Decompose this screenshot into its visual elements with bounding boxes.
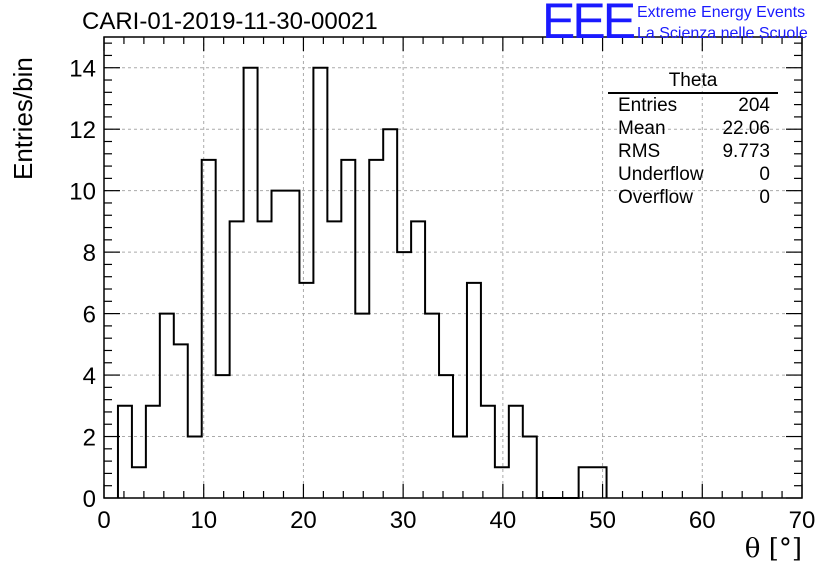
histogram-bin [355,314,369,498]
x-tick-label: 20 [290,507,317,534]
stats-box: Theta Entries 204 Mean 22.06 RMS 9.773 U… [608,70,778,209]
x-tick-label: 60 [689,507,716,534]
histogram-bin [313,68,327,498]
histogram-bin [495,467,509,498]
histogram-bin [272,191,286,498]
histogram-bin [467,283,481,498]
y-axis-label: Entries/bin [8,57,38,180]
stats-value: 9.773 [722,141,770,162]
histogram-bin [481,406,495,498]
stats-value: 0 [759,187,770,208]
stats-row: Underflow 0 [608,163,778,186]
stats-value: 204 [738,95,770,116]
histogram-bin [369,160,383,498]
histogram-bin [174,344,188,498]
y-tick-label: 10 [69,179,96,206]
stats-row: RMS 9.773 [608,140,778,163]
stats-title: Theta [608,70,778,94]
histogram-bin [509,406,523,498]
x-tick-label: 0 [97,507,110,534]
histogram-bin [216,375,230,498]
eee-logo: EEE [542,0,636,49]
histogram-bin [425,314,439,498]
histogram-bin [285,191,299,498]
histogram-bin [299,283,313,498]
stats-value: 22.06 [722,118,770,139]
stats-value: 0 [759,164,770,185]
stats-label: Mean [618,118,666,139]
y-tick-label: 12 [69,117,96,144]
plot-frame [103,36,803,499]
x-axis-label: θ [°] [744,534,802,564]
histogram-bin [160,314,174,498]
logo-subtitle-1: Extreme Energy Events [637,4,806,21]
histogram-bin [523,437,537,498]
x-tick-label: 30 [390,507,417,534]
y-tick-label: 4 [83,363,96,390]
stats-label: RMS [618,141,661,162]
histogram-bin [118,406,132,498]
histogram-outline [116,66,608,499]
histogram-bin [411,221,425,498]
stats-label: Underflow [618,164,704,185]
y-tick-label: 2 [83,425,96,452]
x-tick-label: 70 [789,507,816,534]
x-tick-label: 50 [589,507,616,534]
histogram-bin [146,406,160,498]
y-tick-label: 6 [83,302,96,329]
y-tick-label: 14 [69,56,96,83]
stats-label: Overflow [618,187,693,208]
stats-row: Overflow 0 [608,186,778,209]
x-tick-label: 10 [190,507,217,534]
histogram-bin [579,467,593,498]
histogram-bin [188,437,202,498]
histogram-bin [258,221,272,498]
x-tick-label: 40 [490,507,517,534]
histogram-bin [453,437,467,498]
histogram-bin [341,160,355,498]
histogram-bin [244,68,258,498]
logo-subtitle-2: La Scienza nelle Scuole [637,25,808,42]
stats-row: Entries 204 [608,94,778,117]
stats-row: Mean 22.06 [608,117,778,140]
chart-title: CARI-01-2019-11-30-00021 [82,8,378,35]
histogram-bin [383,129,397,498]
histogram-bin [593,467,607,498]
stats-label: Entries [618,95,678,116]
y-tick-label: 0 [83,486,96,513]
y-tick-label: 8 [83,240,96,267]
histogram-bin [327,221,341,498]
histogram-bin [230,221,244,498]
